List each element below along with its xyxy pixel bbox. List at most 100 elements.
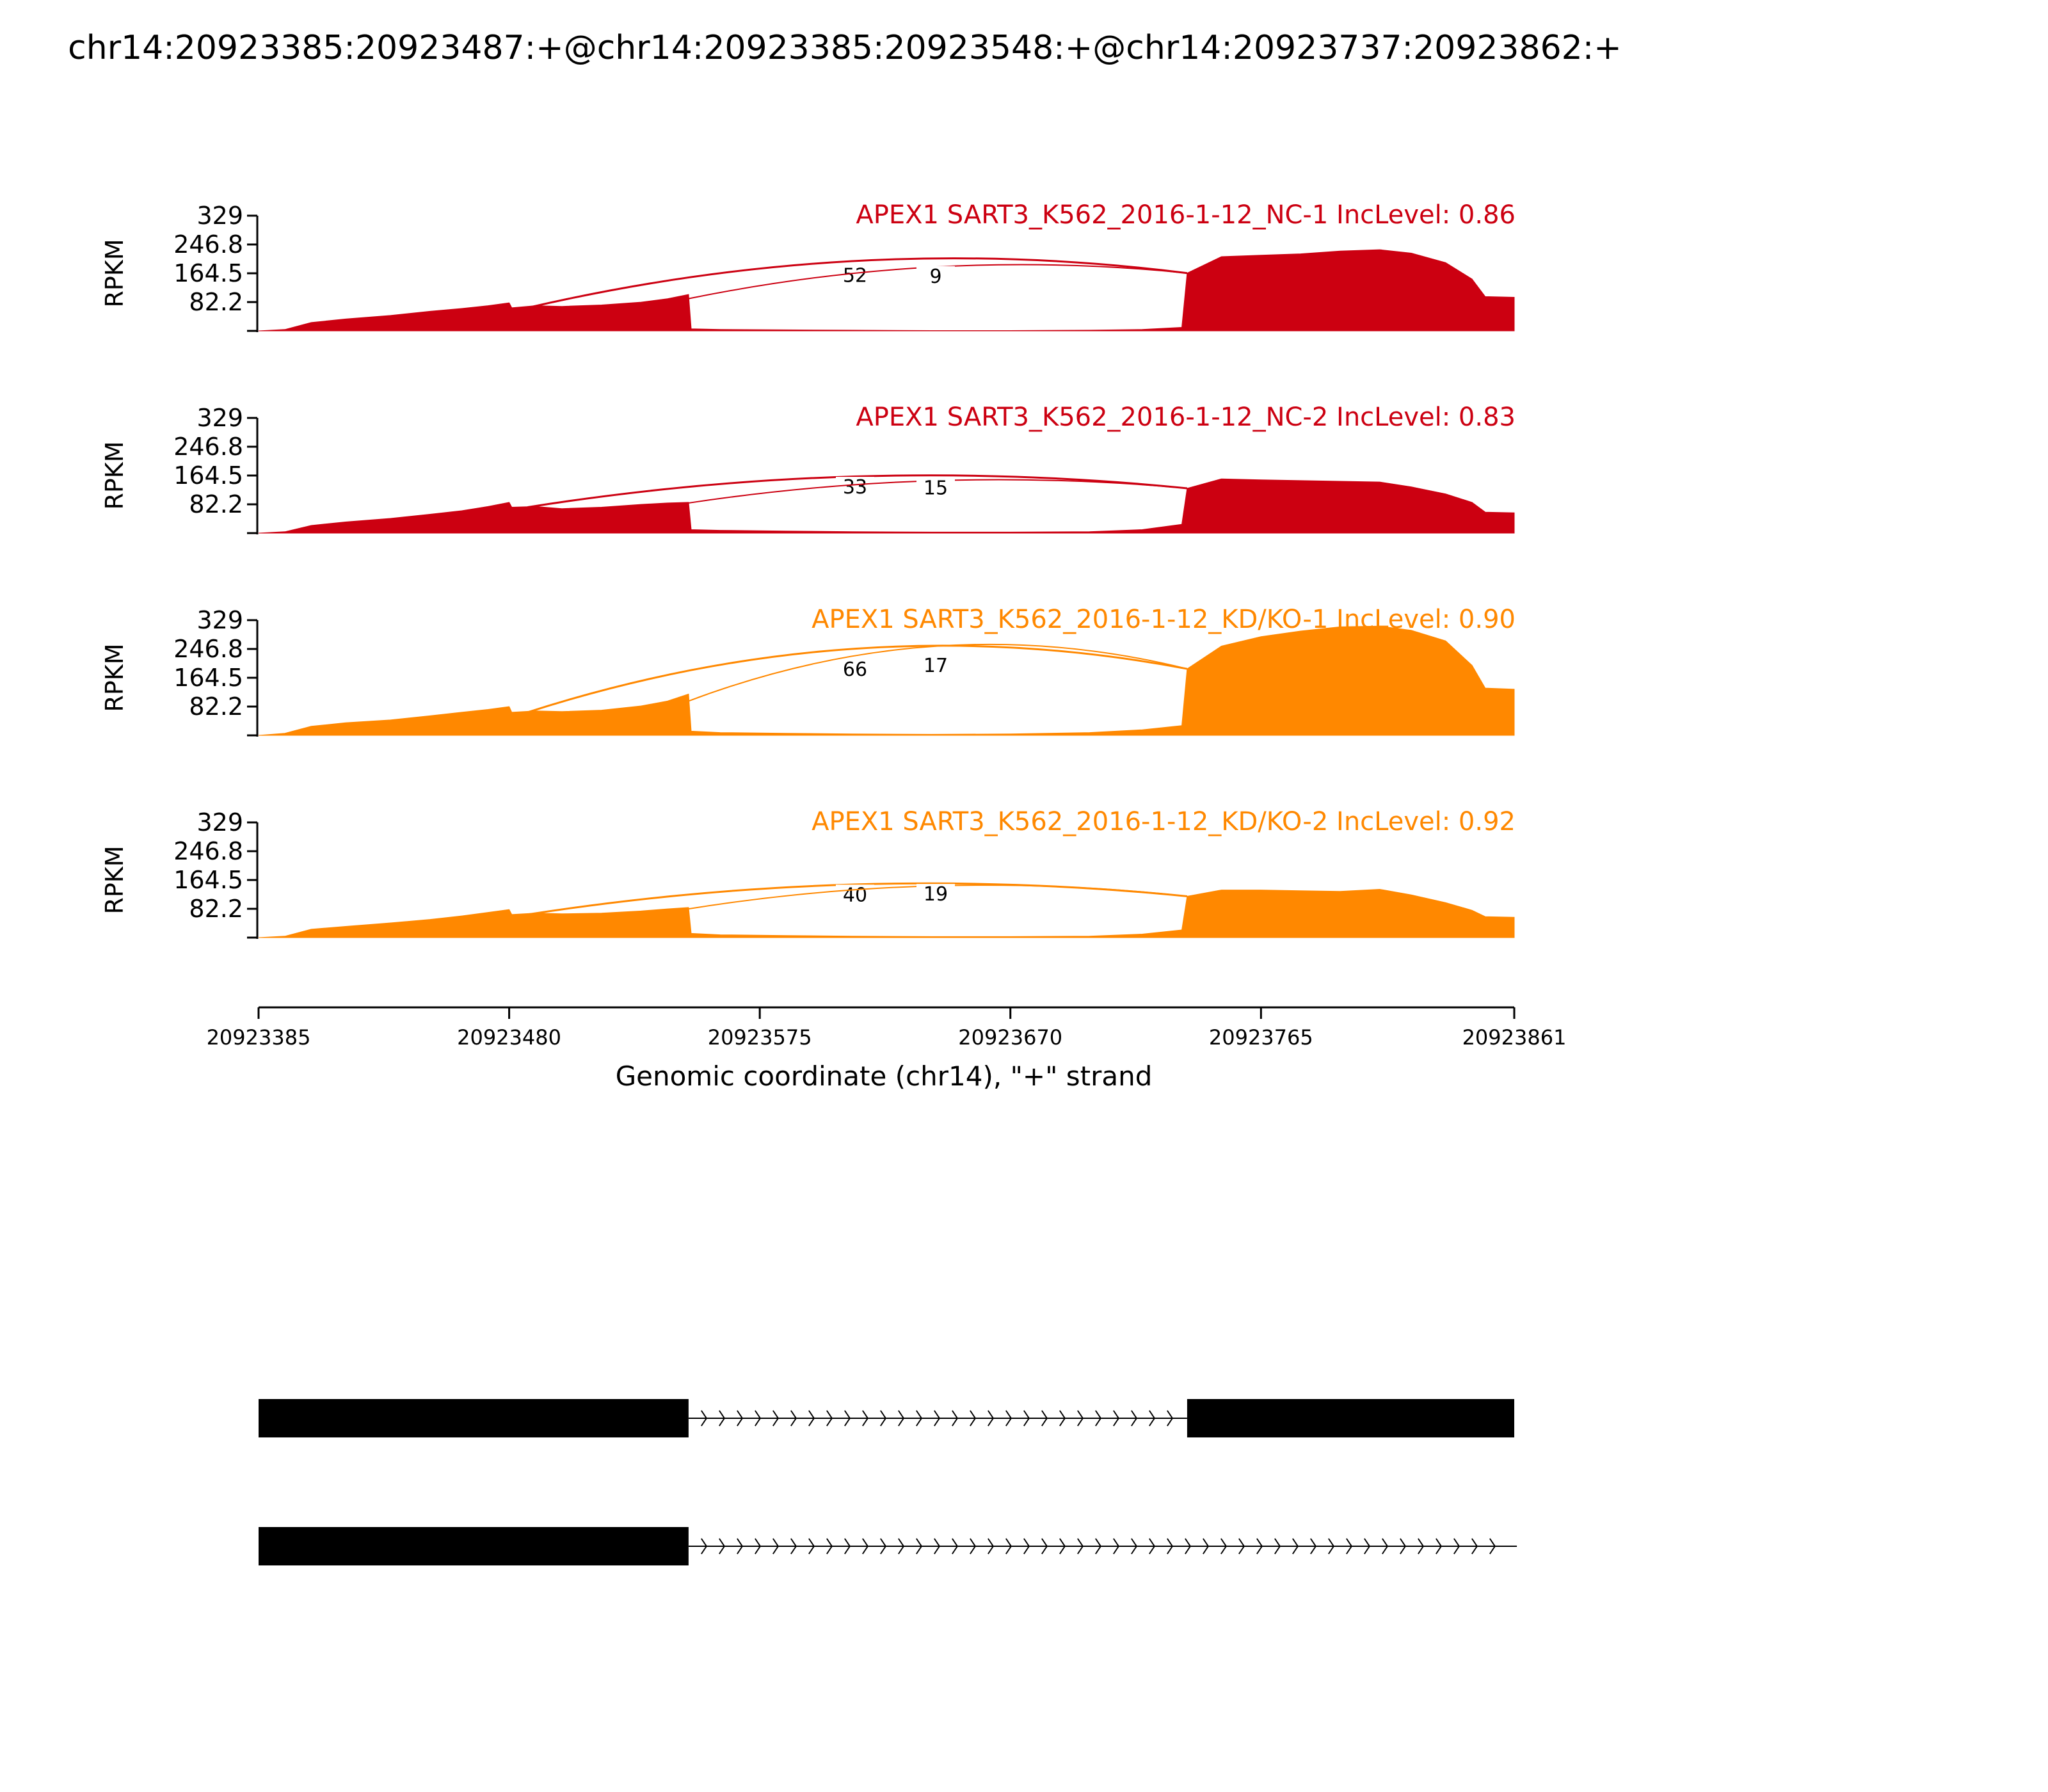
y-axis-label: RPKM [100,239,129,307]
strand-arrow [1489,1538,1496,1555]
junction-label-bg [836,477,874,499]
strand-arrow [1095,1410,1102,1427]
strand-arrow [790,1410,797,1427]
y-tick-label: 164.5 [173,461,243,490]
junction-count: 66 [843,659,867,681]
isoform-row [259,1527,1517,1565]
strand-arrow [1149,1538,1156,1555]
strand-arrow [1256,1538,1263,1555]
gene-structure-track [259,1399,1517,1565]
strand-arrow [844,1538,851,1555]
y-tick-label: 82.2 [189,490,243,518]
coverage-area [258,249,1515,332]
strand-arrow [1274,1538,1281,1555]
strand-arrow [952,1410,959,1427]
strand-arrow [934,1538,941,1555]
strand-arrow [1131,1410,1138,1427]
strand-arrow [1059,1410,1066,1427]
strand-arrow [755,1538,762,1555]
x-tick-label: 20923670 [958,1025,1062,1050]
x-tick-label: 20923575 [708,1025,812,1050]
panel-title: APEX1 SART3_K562_2016-1-12_NC-1 IncLevel… [856,200,1516,230]
strand-arrow [737,1410,744,1427]
strand-arrow [970,1538,977,1555]
y-tick-label: 246.8 [173,837,243,865]
strand-arrow [898,1410,905,1427]
strand-arrow [1041,1410,1048,1427]
strand-arrow [988,1538,995,1555]
strand-arrow [1023,1410,1030,1427]
y-tick-label: 329 [196,808,243,836]
panel-title: APEX1 SART3_K562_2016-1-12_NC-2 IncLevel… [856,403,1516,432]
y-tick-label: 164.5 [173,866,243,894]
strand-arrow [1113,1538,1120,1555]
x-tick-label: 20923385 [207,1025,311,1050]
strand-arrow [1131,1538,1138,1555]
strand-arrow [1400,1538,1407,1555]
strand-arrow [934,1410,941,1427]
strand-arrow [701,1410,708,1427]
strand-arrow [719,1538,726,1555]
junction-label-bg [916,655,955,677]
y-tick-label: 164.5 [173,664,243,692]
strand-arrow [1077,1410,1084,1427]
y-tick-label: 246.8 [173,230,243,259]
junction-count: 15 [924,477,948,500]
y-tick-label: 329 [196,202,243,230]
strand-arrow [1023,1538,1030,1555]
panel-title: APEX1 SART3_K562_2016-1-12_KD/KO-2 IncLe… [812,807,1516,836]
strand-arrow [772,1410,780,1427]
x-tick-label: 20923861 [1462,1025,1567,1050]
junction-count: 40 [843,884,867,906]
y-tick-label: 246.8 [173,433,243,461]
strand-arrow [844,1410,851,1427]
junction-count: 9 [929,266,941,288]
panel-title: APEX1 SART3_K562_2016-1-12_KD/KO-1 IncLe… [812,605,1516,634]
strand-arrow [1310,1538,1317,1555]
strand-arrow [1364,1538,1371,1555]
strand-arrow [1203,1538,1210,1555]
strand-arrow [1238,1538,1245,1555]
strand-arrow [790,1538,797,1555]
strand-arrow [970,1410,977,1427]
junction-label-bg [916,266,955,288]
strand-arrow [719,1410,726,1427]
strand-arrow [701,1538,708,1555]
y-tick-label: 246.8 [173,635,243,663]
strand-arrow [1292,1538,1299,1555]
junction-label-bg [836,265,874,287]
strand-arrow [1185,1538,1192,1555]
junction-arc [688,643,1188,702]
strand-arrow [755,1410,762,1427]
strand-arrow [862,1410,869,1427]
strand-arrow [1167,1410,1174,1427]
strand-arrow [826,1410,833,1427]
junction-arc [527,474,1188,508]
y-tick-label: 82.2 [189,692,243,721]
y-axis-label: RPKM [100,845,129,914]
y-tick-label: 164.5 [173,259,243,287]
x-axis: 20923385 20923480 20923575 20923670 20923765… [207,1006,1567,1092]
junction-count: 33 [843,476,867,499]
x-tick-label: 20923480 [457,1025,561,1050]
y-tick-label: 329 [196,606,243,634]
strand-arrow [737,1538,744,1555]
strand-arrow [1382,1538,1389,1555]
strand-arrow [898,1538,905,1555]
strand-arrow [1453,1538,1460,1555]
strand-arrow [916,1538,923,1555]
strand-arrow [1167,1538,1174,1555]
strand-arrow [988,1410,995,1427]
junction-label-bg [916,477,955,500]
y-tick-label: 82.2 [189,288,243,316]
strand-arrow [1471,1538,1478,1555]
strand-arrow [1095,1538,1102,1555]
y-tick-label: 82.2 [189,895,243,923]
y-tick-label: 329 [196,404,243,432]
y-axis-label: RPKM [100,643,129,712]
junction-count: 19 [924,883,948,906]
